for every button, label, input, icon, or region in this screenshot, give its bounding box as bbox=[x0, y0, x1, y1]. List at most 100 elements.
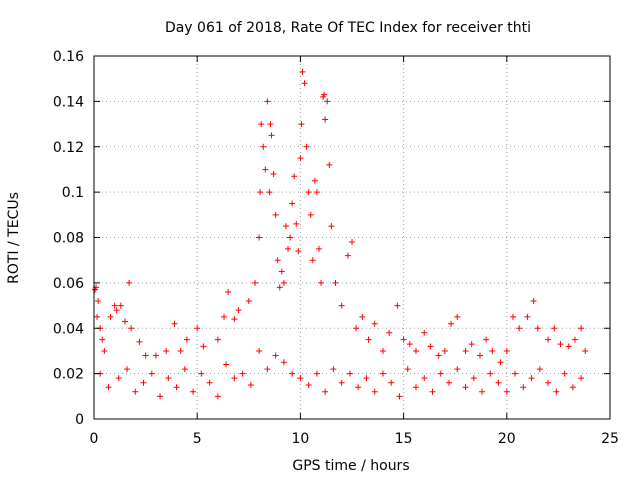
data-point bbox=[427, 343, 434, 350]
data-point bbox=[280, 279, 287, 286]
data-point bbox=[206, 379, 213, 386]
data-point bbox=[260, 143, 267, 150]
data-point bbox=[221, 313, 228, 320]
data-point bbox=[322, 388, 329, 395]
x-tick-label: 20 bbox=[498, 431, 516, 447]
data-point bbox=[386, 329, 393, 336]
data-point bbox=[297, 375, 304, 382]
x-tick-label: 5 bbox=[193, 431, 202, 447]
data-point bbox=[128, 325, 135, 332]
data-point bbox=[394, 302, 401, 309]
data-point bbox=[200, 343, 207, 350]
data-point bbox=[231, 316, 238, 323]
data-point bbox=[101, 347, 108, 354]
data-point bbox=[470, 375, 477, 382]
data-point bbox=[163, 347, 170, 354]
data-point bbox=[446, 379, 453, 386]
y-tick-label: 0.14 bbox=[53, 94, 84, 110]
data-point bbox=[111, 302, 118, 309]
data-point bbox=[239, 370, 246, 377]
data-point bbox=[454, 313, 461, 320]
data-point bbox=[264, 98, 271, 105]
data-point bbox=[95, 298, 102, 305]
data-point bbox=[355, 384, 362, 391]
data-point bbox=[152, 352, 159, 359]
data-point bbox=[353, 325, 360, 332]
data-point bbox=[183, 336, 190, 343]
data-point bbox=[528, 375, 535, 382]
grid bbox=[94, 56, 610, 419]
data-point bbox=[346, 370, 353, 377]
y-tick-label: 0 bbox=[75, 412, 84, 428]
data-point bbox=[293, 220, 300, 227]
data-point bbox=[105, 384, 112, 391]
y-tick-labels: 0 0.02 0.04 0.06 0.08 0.1 0.12 0.14 0.16 bbox=[53, 49, 84, 428]
data-point bbox=[479, 388, 486, 395]
data-point bbox=[113, 307, 120, 314]
data-point bbox=[371, 320, 378, 327]
data-point bbox=[313, 189, 320, 196]
data-point bbox=[309, 257, 316, 264]
y-tick-label: 0.06 bbox=[53, 276, 84, 292]
x-tick-labels: 0 5 10 15 20 25 bbox=[90, 431, 619, 447]
data-point bbox=[487, 370, 494, 377]
data-point bbox=[126, 279, 133, 286]
data-point bbox=[530, 298, 537, 305]
data-point bbox=[94, 313, 101, 320]
y-tick-label: 0.02 bbox=[53, 367, 84, 383]
data-point bbox=[365, 336, 372, 343]
data-point bbox=[441, 347, 448, 354]
data-point bbox=[330, 366, 337, 373]
y-tick-label: 0.12 bbox=[53, 140, 84, 156]
data-point bbox=[289, 200, 296, 207]
data-point bbox=[412, 384, 419, 391]
data-point bbox=[553, 388, 560, 395]
data-point bbox=[435, 352, 442, 359]
data-point bbox=[412, 347, 419, 354]
data-point bbox=[287, 234, 294, 241]
data-point bbox=[371, 388, 378, 395]
data-point bbox=[225, 288, 232, 295]
data-point bbox=[272, 352, 279, 359]
data-point bbox=[278, 268, 285, 275]
data-point bbox=[448, 320, 455, 327]
data-point bbox=[173, 384, 180, 391]
data-point bbox=[379, 370, 386, 377]
data-point bbox=[363, 375, 370, 382]
y-tick-label: 0.04 bbox=[53, 321, 84, 337]
data-point bbox=[512, 370, 519, 377]
data-point bbox=[483, 336, 490, 343]
data-point bbox=[315, 245, 322, 252]
data-point bbox=[247, 381, 254, 388]
data-point bbox=[324, 98, 331, 105]
data-point bbox=[157, 393, 164, 400]
data-point bbox=[311, 177, 318, 184]
x-tick-label: 0 bbox=[90, 431, 99, 447]
data-point bbox=[235, 307, 242, 314]
data-point bbox=[569, 384, 576, 391]
data-point bbox=[338, 379, 345, 386]
data-point bbox=[214, 393, 221, 400]
data-point bbox=[462, 384, 469, 391]
data-point bbox=[396, 393, 403, 400]
data-point bbox=[298, 121, 305, 128]
data-point bbox=[328, 223, 335, 230]
data-point bbox=[223, 361, 230, 368]
data-point bbox=[140, 379, 147, 386]
data-point bbox=[256, 347, 263, 354]
data-point bbox=[301, 80, 308, 87]
data-point bbox=[404, 366, 411, 373]
data-point bbox=[171, 320, 178, 327]
data-point bbox=[318, 279, 325, 286]
data-point bbox=[117, 302, 124, 309]
y-tick-label: 0.08 bbox=[53, 231, 84, 247]
data-point bbox=[454, 366, 461, 373]
data-point bbox=[148, 370, 155, 377]
data-point bbox=[338, 302, 345, 309]
data-point bbox=[115, 375, 122, 382]
chart-title: Day 061 of 2018, Rate Of TEC Index for r… bbox=[165, 20, 531, 36]
data-point bbox=[295, 248, 302, 255]
data-point bbox=[388, 379, 395, 386]
data-point bbox=[266, 189, 273, 196]
data-point bbox=[379, 347, 386, 354]
